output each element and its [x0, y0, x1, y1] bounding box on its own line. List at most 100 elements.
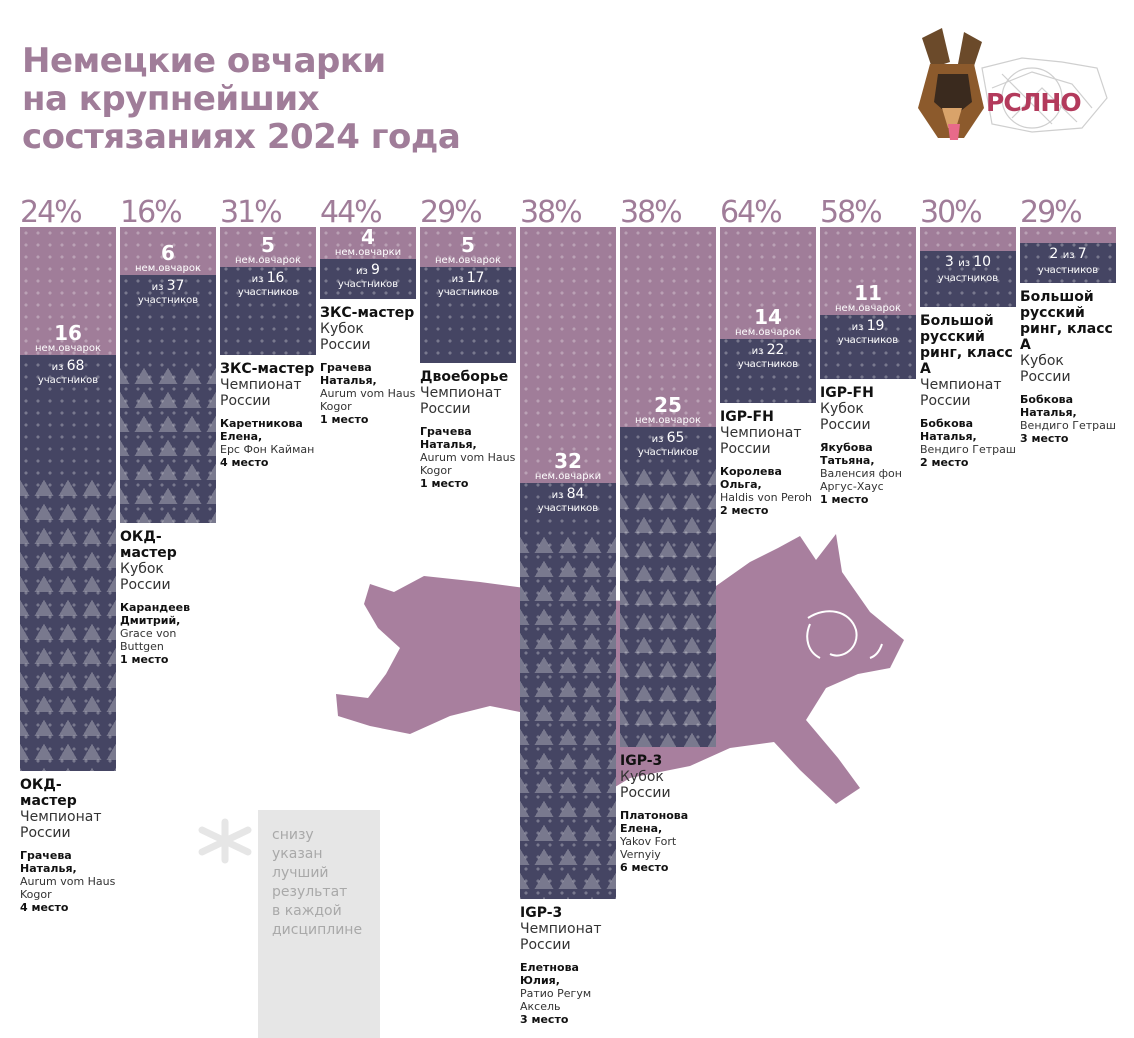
bar-shepherd-share: [620, 227, 716, 427]
bar-triangle-pattern: [20, 471, 116, 771]
bar-total-unit: участников: [637, 447, 699, 458]
bar-dogs-value: 16: [54, 321, 82, 345]
competition-name: Чемпионат России: [220, 377, 302, 409]
bar-triangle-pattern: [120, 360, 216, 523]
competition-name: Кубок России: [1020, 353, 1071, 385]
competition-name: Кубок России: [820, 401, 871, 433]
bar-dogs-unit: нем.овчарок: [735, 327, 801, 338]
bar-column: 5 нем.овчарок из 16 участников: [220, 227, 316, 355]
bar-total-unit: участников: [37, 375, 99, 386]
bar-caption: IGP-3 Кубок России Платонова Елена, Yakov F…: [620, 753, 718, 874]
bar-dogs-value: 5: [461, 233, 475, 257]
best-dog-name: Вендиго Гетраш: [920, 443, 1016, 456]
bar-triangle-pattern: [620, 461, 716, 747]
bar-dogs-value: 32: [554, 449, 582, 473]
bar-column: 4 нем.овчарки из 9 участников: [320, 227, 416, 299]
best-dog-name: Валенсия фон Аргус-Хаус: [820, 467, 902, 493]
bar-percent-label: 16%: [120, 195, 183, 230]
competition-name: Чемпионат России: [20, 809, 102, 841]
best-place: 2 место: [720, 504, 769, 517]
bar-column: 2 из 7 участников: [1020, 227, 1116, 283]
bar-total-participants: [120, 227, 216, 523]
bar-dogs-unit: нем.овчарок: [235, 255, 301, 266]
bar-pattern: [20, 227, 116, 771]
bar-percent-label: 30%: [920, 195, 983, 230]
bar-pattern: [420, 227, 516, 363]
bar-column: 3 из 10 участников: [920, 227, 1016, 307]
note-line: лучший: [272, 865, 329, 881]
bar-triangle-pattern: [520, 529, 616, 899]
bar-total-value: из 17: [451, 270, 485, 286]
best-dog-name: Aurum vom Haus Kogor: [320, 387, 416, 413]
best-place: 2 место: [920, 456, 969, 469]
bar-column: 6 нем.овчарок из 37 участников: [120, 227, 216, 523]
bar-dogs-unit: нем.овчарок: [635, 415, 701, 426]
bar-caption: Большой русский ринг, класс А Кубок Росси…: [1020, 289, 1118, 445]
bar-shepherd-share: [20, 227, 116, 355]
note-line: дисциплине: [272, 922, 363, 938]
event-name: IGP-FH: [720, 409, 774, 425]
bar-dogs-unit: нем.овчарок: [835, 303, 901, 314]
best-dog-name: Aurum vom Haus Kogor: [420, 451, 516, 477]
shepherd-logo-icon: [918, 28, 1108, 140]
bar-shepherd-share: [220, 227, 316, 267]
bar-percent-label: 31%: [220, 195, 283, 230]
event-name: ОКД-мастер: [120, 529, 177, 561]
bar-shepherd-share: [920, 227, 1016, 251]
bar-dogs-value: 14: [754, 305, 782, 329]
bar-caption: IGP-3 Чемпионат России Елетнова Юлия, Ратио…: [520, 905, 618, 1026]
event-name: ЗКС-мастер: [320, 305, 415, 321]
competition-name: Кубок России: [120, 561, 171, 593]
bar-pattern: [320, 227, 416, 299]
competition-name: Кубок России: [320, 321, 371, 353]
bar-dogs-value: 11: [854, 281, 882, 305]
best-dog-name: Grace von Buttgen: [120, 627, 177, 653]
bar-total-value: из 65: [651, 430, 685, 446]
bar-shepherd-share: [420, 227, 516, 267]
bar-total-unit: участников: [237, 287, 299, 298]
best-handler-name: Бобкова Наталья,: [920, 417, 977, 443]
competition-name: Чемпионат России: [520, 921, 602, 953]
bar-dogs-value: 25: [654, 393, 682, 417]
competition-name: Чемпионат России: [720, 425, 802, 457]
note-line: снизу: [272, 827, 314, 843]
bar-caption: ЗКС-мастер Чемпионат России Каретникова Ел…: [220, 361, 318, 469]
bar-column: 11 нем.овчарок из 19 участников: [820, 227, 916, 379]
best-place: 3 место: [1020, 432, 1069, 445]
bar-total-unit: участников: [137, 295, 199, 306]
best-dog-name: Aurum vom Haus Kogor: [20, 875, 116, 901]
page-title: Немецкие овчарки на крупнейших состязани…: [22, 41, 461, 156]
bar-column: 16 нем.овчарок из 68 участников: [20, 227, 116, 771]
bar-percent-label: 44%: [320, 195, 383, 230]
best-dog-name: Haldis von Peroh: [720, 491, 813, 504]
bar-pattern: [620, 227, 716, 747]
bar-pattern: [520, 227, 616, 899]
bar-total-value: из 19: [851, 318, 885, 334]
bar-caption: IGP-FH Чемпионат России Королева Ольга, Hal…: [720, 409, 818, 517]
bar-shepherd-share: [820, 227, 916, 315]
bar-shepherd-share: [320, 227, 416, 259]
best-place: 3 место: [520, 1013, 569, 1026]
bar-pattern: [120, 227, 216, 523]
event-name: ОКД-мастер: [20, 777, 77, 809]
bar-percent-label: 24%: [20, 195, 83, 230]
bar-percent-label: 29%: [420, 195, 483, 230]
title-line-1: Немецкие овчарки: [22, 41, 386, 81]
bar-pattern: [920, 227, 1016, 307]
bar-shepherd-share: [720, 227, 816, 339]
bar-total-value: из 22: [751, 342, 785, 358]
note-box: [258, 810, 380, 1038]
bar-dogs-unit: нем.овчарки: [334, 247, 402, 258]
event-name: IGP-FH: [820, 385, 874, 401]
competition-name: Кубок России: [620, 769, 671, 801]
bar-caption: ОКД-мастер Кубок России Карандеев Дмитрий,…: [120, 529, 218, 666]
best-dog-name: Ратио Регум Аксель: [520, 987, 592, 1013]
bar-dogs-unit: нем.овчарки: [534, 471, 602, 482]
best-handler-name: Платонова Елена,: [620, 809, 689, 835]
best-handler-name: Грачева Наталья,: [420, 425, 477, 451]
best-dog-name: Ерс Фон Кайман: [220, 443, 315, 456]
bar-dogs-value: 5: [261, 233, 275, 257]
bar-percent-label: 64%: [720, 195, 783, 230]
bar-caption: ЗКС-мастер Кубок России Грачева Наталья, Au…: [320, 305, 418, 426]
